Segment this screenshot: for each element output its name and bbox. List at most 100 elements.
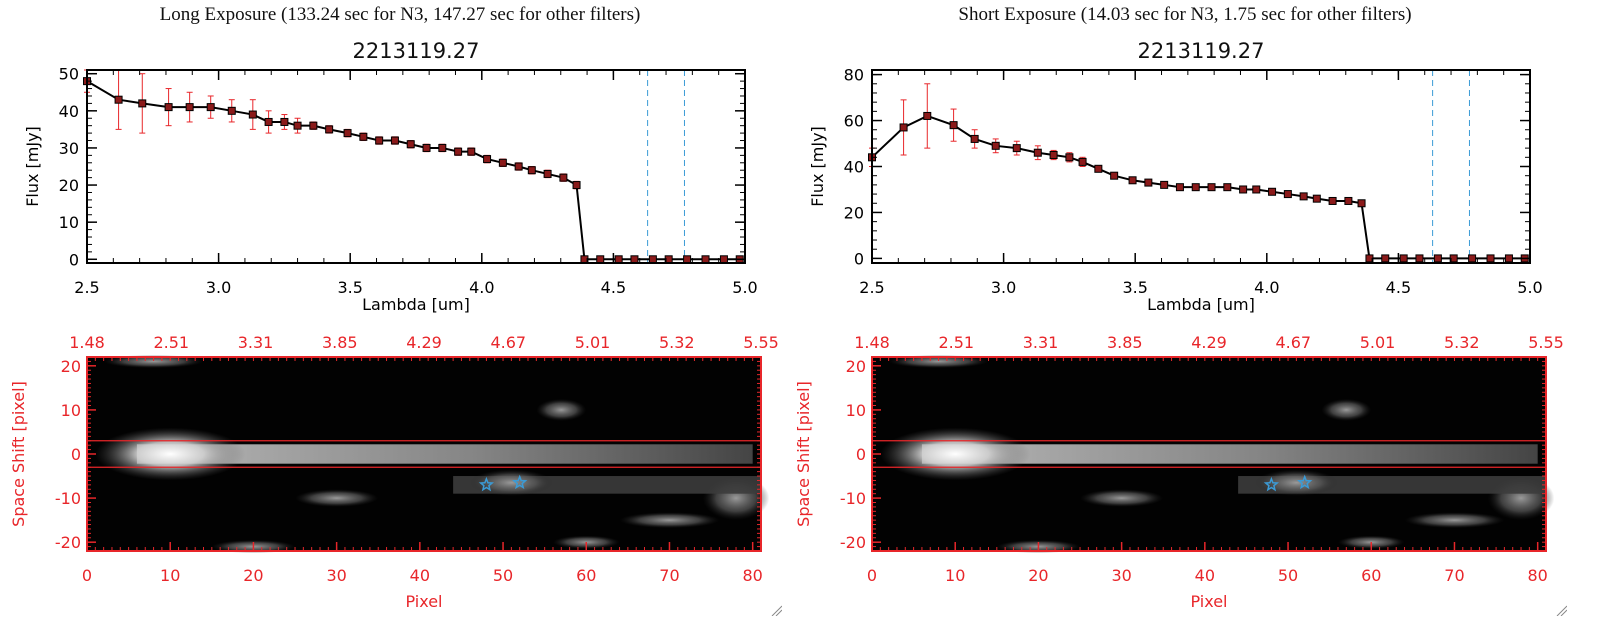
y-tick-label: 0 <box>69 250 79 269</box>
data-point <box>1504 254 1513 263</box>
img-x-tick-label: 0 <box>867 566 877 585</box>
data-point <box>343 129 352 138</box>
img-y-axis-label: Space Shift [pixel] <box>9 381 28 527</box>
panel-title: Long Exposure (133.24 sec for N3, 147.27… <box>159 4 641 25</box>
img-top-tick-label: 4.67 <box>490 333 526 352</box>
plot-title: 2213119.27 <box>1138 39 1265 63</box>
data-point <box>1344 196 1353 205</box>
img-x-tick-label: 50 <box>493 566 513 585</box>
data-point <box>1094 164 1103 173</box>
data-point <box>498 158 507 167</box>
img-top-tick-label: 3.85 <box>322 333 358 352</box>
data-point <box>514 162 523 171</box>
img-top-tick-label: 1.48 <box>854 333 890 352</box>
data-point <box>1191 183 1200 192</box>
data-point <box>701 255 710 264</box>
image-blob <box>1404 512 1505 529</box>
img-y-tick-label: 20 <box>61 357 81 376</box>
img-y-tick-label: 0 <box>71 445 81 464</box>
data-point <box>114 95 123 104</box>
image-trace <box>136 444 753 464</box>
data-point <box>1252 185 1261 194</box>
panel-title: Short Exposure (14.03 sec for N3, 1.75 s… <box>958 4 1412 25</box>
img-y-axis-label: Space Shift [pixel] <box>794 381 813 527</box>
y-tick-label: 20 <box>844 203 864 222</box>
img-top-tick-label: 3.31 <box>238 333 274 352</box>
img-x-tick-label: 40 <box>1195 566 1215 585</box>
img-top-tick-label: 2.51 <box>153 333 189 352</box>
img-x-tick-label: 70 <box>1444 566 1464 585</box>
y-tick-label: 60 <box>844 112 864 131</box>
image-blob <box>1080 489 1164 507</box>
img-top-tick-label: 5.55 <box>743 333 779 352</box>
plot-title: 2213119.27 <box>353 39 480 63</box>
data-point <box>483 155 492 164</box>
resize-grip-icon[interactable] <box>1555 604 1567 616</box>
data-point <box>1415 254 1424 263</box>
img-x-tick-label: 40 <box>410 566 430 585</box>
y-axis-label: Flux [mJy] <box>23 126 42 207</box>
img-x-tick-label: 80 <box>1527 566 1547 585</box>
data-point <box>543 169 552 178</box>
data-point <box>185 103 194 112</box>
data-point <box>280 117 289 126</box>
x-tick-label: 3.0 <box>206 278 231 297</box>
data-point <box>1365 254 1374 263</box>
y-tick-label: 40 <box>59 102 79 121</box>
data-point <box>1144 178 1153 187</box>
data-point <box>406 140 415 149</box>
data-point <box>970 134 979 143</box>
y-tick-label: 0 <box>854 249 864 268</box>
data-point <box>1328 196 1337 205</box>
data-point <box>1012 144 1021 153</box>
y-axis-label: Flux [mJy] <box>808 126 827 207</box>
image-blob <box>536 398 587 421</box>
data-point <box>164 103 173 112</box>
x-tick-label: 3.5 <box>1122 278 1147 297</box>
image-blob <box>1254 469 1338 496</box>
data-point <box>1268 187 1277 196</box>
y-tick-label: 40 <box>844 158 864 177</box>
x-tick-label: 4.5 <box>601 278 626 297</box>
data-point <box>1399 254 1408 263</box>
img-y-tick-label: -20 <box>55 533 81 552</box>
resize-grip-icon[interactable] <box>770 604 782 616</box>
data-point <box>325 125 334 134</box>
data-point <box>206 103 215 112</box>
data-point <box>683 255 692 264</box>
star-marker-icon <box>512 474 528 490</box>
data-point <box>1312 194 1321 203</box>
data-point <box>648 255 657 264</box>
data-point <box>1223 183 1232 192</box>
data-point <box>559 173 568 182</box>
img-x-tick-label: 50 <box>1278 566 1298 585</box>
image-trace <box>921 444 1538 464</box>
x-tick-label: 2.5 <box>859 278 884 297</box>
panel-short-exposure: Short Exposure (14.03 sec for N3, 1.75 s… <box>785 0 1585 630</box>
img-y-tick-label: 20 <box>846 357 866 376</box>
img-y-tick-label: -20 <box>840 533 866 552</box>
data-point <box>1110 171 1119 180</box>
img-top-tick-label: 5.01 <box>1360 333 1396 352</box>
x-tick-label: 5.0 <box>732 278 757 297</box>
data-point <box>1468 254 1477 263</box>
data-point <box>1033 148 1042 157</box>
data-point <box>991 141 1000 150</box>
figure-short-exposure: 2213119.27 0 20 40 60 80 2.5 3.0 3.5 4.0 4.5 5.0 Lam… <box>794 39 1564 611</box>
img-x-tick-label: 80 <box>742 566 762 585</box>
img-top-tick-label: 3.31 <box>1023 333 1059 352</box>
img-x-tick-label: 70 <box>659 566 679 585</box>
x-tick-label: 3.0 <box>991 278 1016 297</box>
y-tick-label: 10 <box>59 213 79 232</box>
img-x-tick-label: 60 <box>1361 566 1381 585</box>
star-marker-icon <box>478 476 495 492</box>
data-point <box>1207 183 1216 192</box>
img-x-tick-label: 20 <box>1028 566 1048 585</box>
img-x-tick-label: 30 <box>326 566 346 585</box>
star-marker-icon <box>1297 474 1313 490</box>
img-top-tick-label: 3.85 <box>1107 333 1143 352</box>
img-top-tick-label: 5.55 <box>1528 333 1564 352</box>
plot-frame <box>86 69 746 264</box>
img-x-tick-label: 0 <box>82 566 92 585</box>
x-tick-label: 2.5 <box>74 278 99 297</box>
